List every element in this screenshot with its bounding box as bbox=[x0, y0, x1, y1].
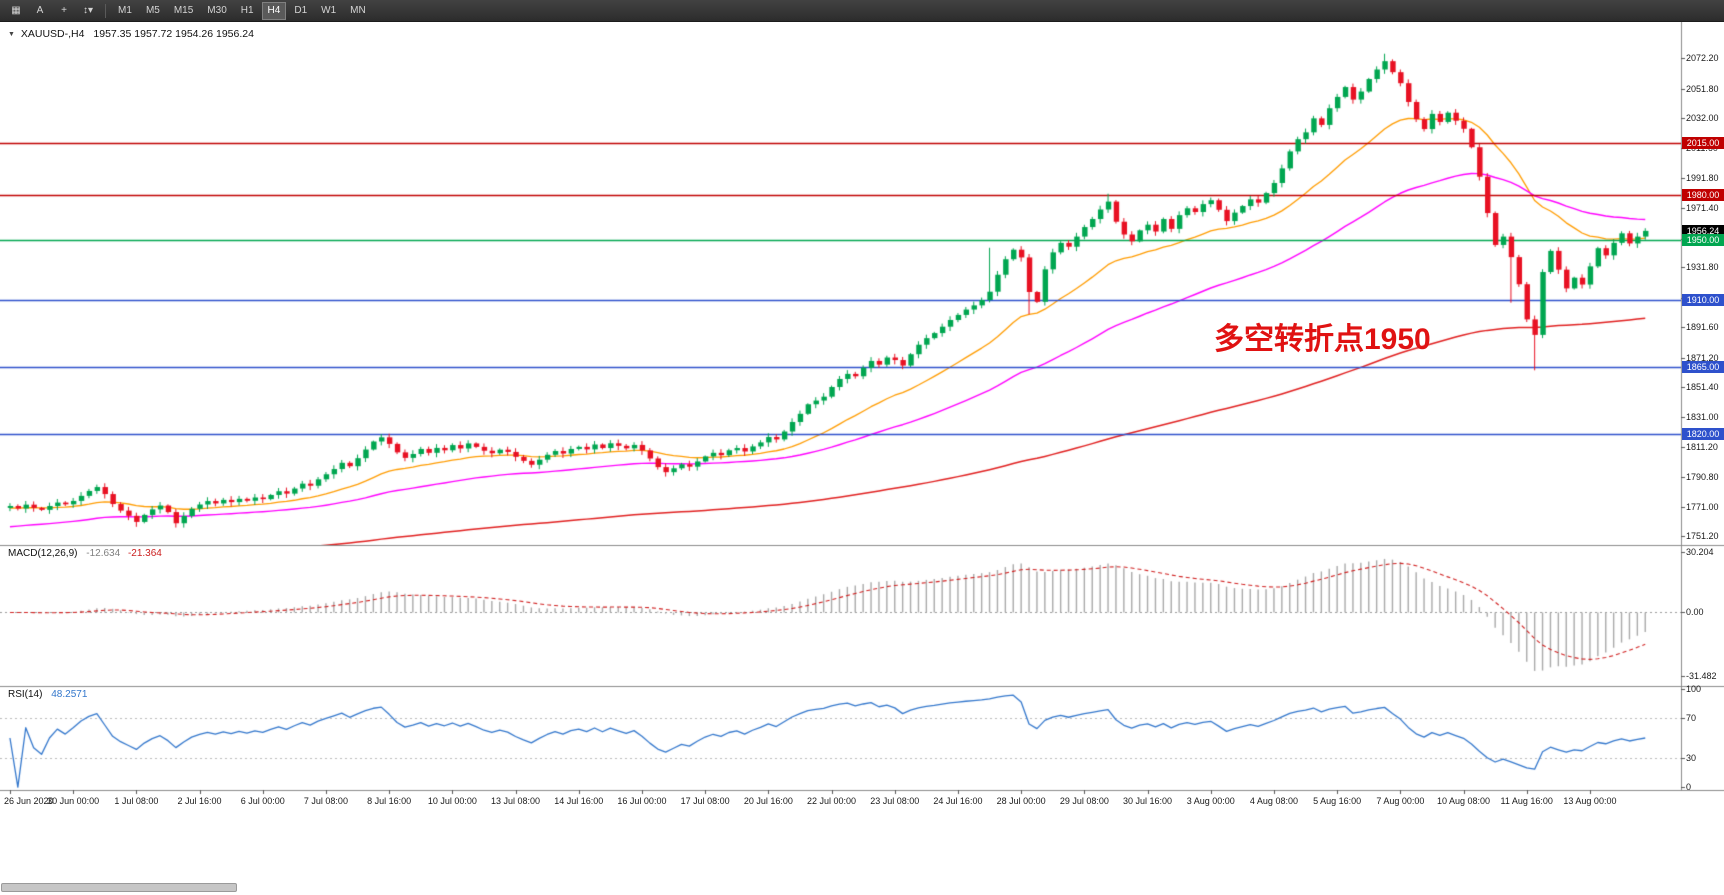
time-axis-label: 8 Jul 16:00 bbox=[367, 796, 412, 806]
symbol-timeframe-label: XAUUSD-,H4 bbox=[20, 28, 85, 40]
price-axis-tick: 1871.20 bbox=[1686, 352, 1719, 363]
price-axis-tick: 1851.40 bbox=[1686, 381, 1719, 392]
price-axis-tick: 1931.80 bbox=[1686, 262, 1719, 273]
time-axis-label: 14 Jul 16:00 bbox=[554, 796, 604, 806]
time-axis-label: 23 Jul 08:00 bbox=[870, 796, 920, 806]
rsi-axis-tick: 70 bbox=[1686, 713, 1697, 724]
hline-price-label: 1910.00 bbox=[1682, 293, 1724, 306]
time-axis-label: 6 Jul 00:00 bbox=[240, 796, 285, 806]
drawing-tools-dropdown[interactable]: ↕▾ bbox=[77, 2, 99, 20]
timeframe-button-h1[interactable]: H1 bbox=[235, 2, 260, 20]
macd-axis-tick: 30.204 bbox=[1686, 546, 1714, 557]
timeframe-button-m15[interactable]: M15 bbox=[168, 2, 199, 20]
macd-main-value: -12.634 bbox=[86, 548, 121, 559]
rsi-value: 48.2571 bbox=[51, 689, 88, 700]
ohlc-values: 1957.35 1957.72 1954.26 1956.24 bbox=[93, 28, 254, 40]
hline-price-label: 1865.00 bbox=[1682, 360, 1724, 373]
time-axis-label: 17 Jul 08:00 bbox=[680, 796, 730, 806]
toolbar-separator bbox=[105, 3, 107, 18]
time-axis-label: 11 Aug 16:00 bbox=[1500, 796, 1553, 806]
time-axis-label: 22 Jul 00:00 bbox=[807, 796, 857, 806]
price-axis-tick: 2051.80 bbox=[1686, 83, 1719, 94]
price-axis-tick: 2032.00 bbox=[1686, 113, 1719, 124]
timeframe-button-m5[interactable]: M5 bbox=[140, 2, 166, 20]
horizontal-scrollbar-thumb[interactable] bbox=[1, 883, 237, 892]
time-axis-label: 13 Aug 00:00 bbox=[1563, 796, 1617, 806]
timeframe-buttons: M1 M5 M15 M30 H1 H4 D1 W1 MN bbox=[111, 1, 373, 20]
hline-price-label: 1820.00 bbox=[1682, 427, 1724, 440]
chart-layout-button[interactable]: ▦ bbox=[5, 2, 27, 20]
time-axis-label: 13 Jul 08:00 bbox=[491, 796, 541, 806]
rsi-title: RSI(14) bbox=[8, 689, 43, 700]
time-axis-label: 10 Jul 00:00 bbox=[427, 796, 477, 806]
time-axis-label: 24 Jul 16:00 bbox=[933, 796, 983, 806]
time-axis-label: 28 Jul 00:00 bbox=[996, 796, 1046, 806]
rsi-axis-tick: 100 bbox=[1686, 683, 1702, 694]
time-axis-label: 29 Jul 08:00 bbox=[1059, 796, 1109, 806]
top-toolbar: ▦ A + ↕▾ M1 M5 M15 M30 H1 H4 D1 W1 MN bbox=[0, 0, 1724, 22]
bid-price-label: 1956.24 bbox=[1682, 224, 1724, 237]
time-axis-label: 30 Jul 16:00 bbox=[1123, 796, 1173, 806]
time-axis-label: 20 Jul 16:00 bbox=[743, 796, 793, 806]
chart-window: ▼ XAUUSD-,H4 1957.35 1957.72 1954.26 195… bbox=[0, 22, 1724, 895]
price-axis-tick: 1790.80 bbox=[1686, 472, 1719, 483]
time-axis-label: 7 Jul 08:00 bbox=[303, 796, 348, 806]
price-axis-tick: 1991.80 bbox=[1686, 172, 1719, 183]
crosshair-tool-button[interactable]: + bbox=[53, 2, 75, 20]
time-axis-label: 7 Aug 00:00 bbox=[1376, 796, 1425, 806]
price-axis-tick: 1831.00 bbox=[1686, 412, 1719, 423]
rsi-axis-tick: 30 bbox=[1686, 752, 1697, 763]
collapse-triangle-icon[interactable]: ▼ bbox=[8, 31, 15, 38]
price-axis-tick: 1751.20 bbox=[1686, 531, 1719, 542]
price-axis-tick: 1811.20 bbox=[1686, 441, 1718, 452]
timeframe-button-d1[interactable]: D1 bbox=[288, 2, 313, 20]
time-axis-label: 2 Jul 16:00 bbox=[177, 796, 222, 806]
price-axis-tick: 2072.20 bbox=[1686, 53, 1719, 64]
time-axis-label: 4 Aug 08:00 bbox=[1249, 796, 1298, 806]
timeframe-button-w1[interactable]: W1 bbox=[315, 2, 342, 20]
hline-price-label: 1950.00 bbox=[1682, 234, 1724, 247]
cursor-tool-button[interactable]: A bbox=[29, 2, 51, 20]
macd-signal-value: -21.364 bbox=[127, 548, 162, 559]
time-axis-label: 26 Jun 2020 bbox=[4, 796, 54, 806]
price-axis-tick: 1891.60 bbox=[1686, 322, 1719, 333]
macd-title: MACD(12,26,9) bbox=[8, 548, 78, 559]
rsi-indicator-header: RSI(14) 48.2571 bbox=[8, 689, 87, 700]
time-axis-label: 1 Jul 08:00 bbox=[114, 796, 159, 806]
time-axis-label: 30 Jun 00:00 bbox=[47, 796, 100, 806]
time-axis-label: 10 Aug 08:00 bbox=[1437, 796, 1491, 806]
timeframe-button-mn[interactable]: MN bbox=[344, 2, 372, 20]
macd-indicator-header: MACD(12,26,9) -12.634 -21.364 bbox=[8, 548, 162, 559]
price-axis-tick: 1971.40 bbox=[1686, 203, 1719, 214]
hline-price-label: 2015.00 bbox=[1682, 137, 1724, 150]
hline-price-label: 1980.00 bbox=[1682, 189, 1724, 202]
time-axis-label: 5 Aug 16:00 bbox=[1313, 796, 1362, 806]
time-axis-label: 16 Jul 00:00 bbox=[617, 796, 667, 806]
chart-symbol-header: ▼ XAUUSD-,H4 1957.35 1957.72 1954.26 195… bbox=[8, 28, 254, 40]
time-axis-label: 3 Aug 00:00 bbox=[1186, 796, 1235, 806]
chart-canvas[interactable] bbox=[0, 22, 1724, 895]
price-axis-tick: 1771.00 bbox=[1686, 501, 1719, 512]
timeframe-button-m30[interactable]: M30 bbox=[201, 2, 232, 20]
rsi-axis-tick: 0 bbox=[1686, 782, 1692, 793]
timeframe-button-h4[interactable]: H4 bbox=[261, 1, 287, 20]
macd-axis-tick: -31.482 bbox=[1686, 670, 1717, 681]
timeframe-button-m1[interactable]: M1 bbox=[112, 2, 138, 20]
macd-axis-tick: 0.00 bbox=[1686, 607, 1704, 618]
chart-annotation[interactable]: 多空转折点1950 bbox=[1214, 323, 1431, 356]
